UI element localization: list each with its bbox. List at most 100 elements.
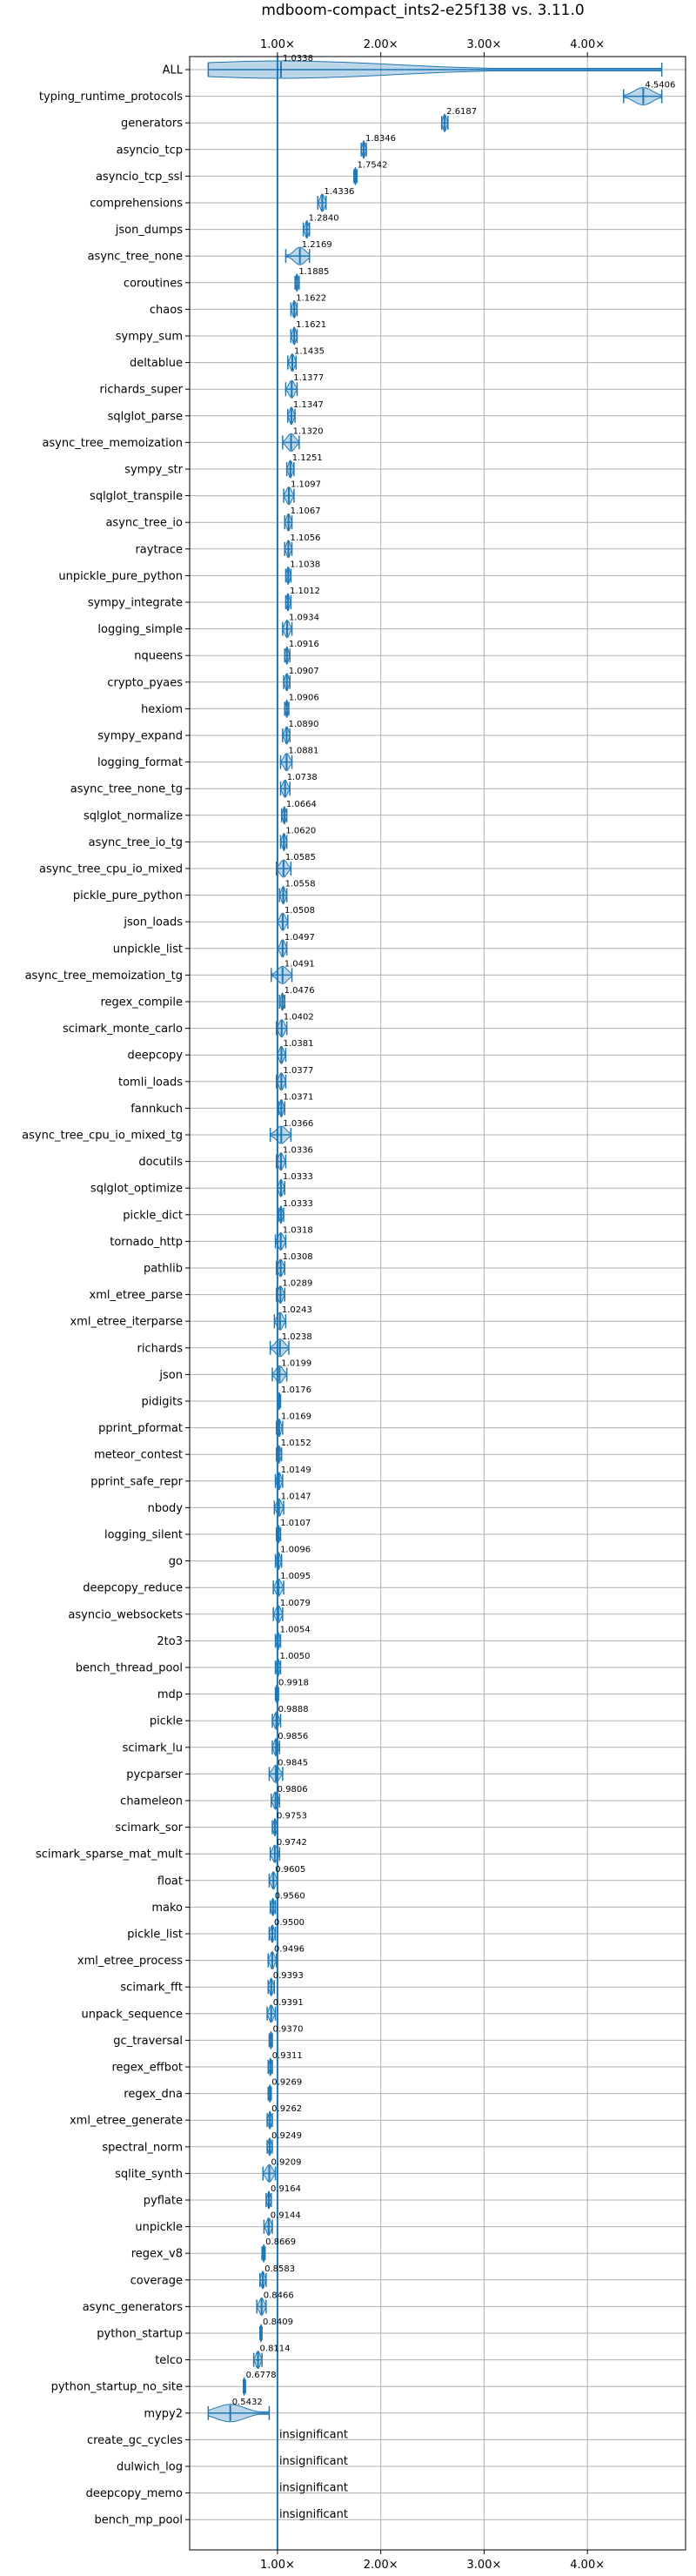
value-label: 1.0476 (284, 986, 315, 996)
value-label: 1.0738 (287, 773, 318, 782)
value-label: 1.7542 (357, 160, 387, 170)
benchmark-label: pickle_list (127, 1929, 183, 1942)
benchmark-label: ALL (163, 64, 184, 77)
benchmark-label: scimark_lu (123, 1741, 183, 1754)
value-label: 1.0333 (283, 1199, 313, 1209)
value-label: 4.5406 (645, 81, 675, 91)
benchmark-label: sympy_sum (116, 331, 183, 344)
benchmark-label: bench_thread_pool (76, 1662, 183, 1675)
benchmark-label: raytrace (135, 543, 183, 556)
value-label: 0.9560 (275, 1891, 305, 1901)
value-label: 1.0199 (281, 1358, 311, 1368)
value-label: 0.9500 (274, 1918, 304, 1928)
benchmark-label: scimark_monte_carlo (63, 1023, 183, 1036)
value-label: 1.0381 (283, 1039, 313, 1049)
benchmark-label: asyncio_tcp_ssl (96, 171, 183, 184)
chart-title: mdboom-compact_ints2-e25f138 vs. 3.11.0 (261, 2, 584, 19)
value-label: 1.0620 (285, 826, 316, 835)
value-label: 0.9605 (275, 1865, 305, 1875)
benchmark-label: typing_runtime_protocols (39, 91, 183, 104)
benchmark-label: float (157, 1875, 183, 1888)
benchmark-label: python_startup_no_site (51, 2381, 183, 2394)
value-label: 1.0916 (289, 640, 319, 649)
benchmark-label: json (158, 1369, 183, 1382)
benchmark-label: nbody (148, 1502, 184, 1515)
value-label: 1.1251 (292, 453, 323, 463)
benchmark-label: mdp (157, 1688, 183, 1701)
value-label: 1.0377 (283, 1066, 313, 1076)
value-label: 1.4336 (324, 187, 354, 197)
value-label: 0.8583 (264, 2264, 295, 2274)
value-label: 0.8466 (264, 2291, 294, 2300)
benchmark-label: xml_etree_generate (70, 2115, 183, 2128)
value-label: 1.1622 (296, 293, 326, 303)
insignificant-label: insignificant (279, 2482, 348, 2495)
benchmark-label: async_tree_io_tg (89, 836, 183, 849)
x-tick-label-top: 2.00× (364, 38, 398, 51)
benchmark-label: pickle (150, 1715, 183, 1728)
benchmark-label: unpickle (135, 2221, 183, 2234)
value-label: 2.6187 (446, 107, 477, 117)
value-label: 0.9269 (271, 2078, 302, 2088)
benchmark-label: mypy2 (144, 2407, 183, 2420)
value-label: 1.1320 (293, 426, 324, 436)
value-label: 0.9888 (278, 1705, 309, 1714)
benchmark-label: pprint_pformat (98, 1422, 183, 1435)
benchmark-label: meteor_contest (94, 1449, 183, 1462)
value-label: 1.0107 (280, 1519, 311, 1528)
value-label: 0.6778 (246, 2371, 277, 2380)
value-label: 1.0934 (289, 614, 319, 623)
benchmark-label: sympy_expand (97, 730, 183, 743)
value-label: 1.0890 (289, 720, 319, 729)
benchmark-label: sqlglot_parse (108, 410, 183, 423)
benchmark-label: xml_etree_process (77, 1955, 183, 1968)
value-label: 1.2840 (309, 214, 339, 224)
value-label: 0.5432 (232, 2398, 263, 2407)
value-label: 1.0371 (283, 1092, 313, 1102)
benchmark-label: pathlib (144, 1263, 183, 1276)
value-label: 0.9856 (278, 1732, 308, 1741)
value-label: 1.0289 (282, 1279, 312, 1289)
benchmark-label: deepcopy_reduce (83, 1582, 183, 1595)
value-label: 1.0147 (281, 1492, 311, 1501)
value-label: 1.8346 (365, 134, 396, 144)
benchmark-label: sqlite_synth (115, 2168, 183, 2181)
benchmark-label: xml_etree_parse (90, 1289, 183, 1302)
value-label: 0.9262 (271, 2104, 302, 2114)
value-label: 1.0508 (284, 906, 315, 916)
value-label: 1.2169 (302, 240, 332, 250)
benchmark-label: logging_silent (104, 1529, 183, 1542)
benchmark-label: deltablue (130, 357, 183, 370)
value-label: 1.0238 (282, 1332, 312, 1342)
value-label: 1.1377 (293, 373, 324, 383)
value-label: 1.0881 (288, 747, 318, 756)
benchmark-label: async_tree_cpu_io_mixed (39, 863, 183, 876)
insignificant-label: insignificant (279, 2428, 348, 2441)
value-label: 0.8409 (263, 2318, 293, 2327)
value-labels: 1.0338 4.5406 2.6187 1.8346 1.7542 1.4336 1.28… (232, 54, 676, 2521)
value-label: 1.1012 (290, 587, 320, 596)
value-label: 1.0336 (283, 1146, 313, 1156)
value-label: 0.9164 (271, 2184, 301, 2194)
benchmark-label: async_tree_none_tg (70, 783, 183, 796)
value-label: 1.0152 (281, 1439, 311, 1448)
benchmark-label: asyncio_tcp (117, 144, 183, 157)
plot-frame (189, 56, 686, 2551)
value-label: 1.0338 (283, 54, 313, 64)
benchmark-label: hexiom (141, 703, 183, 716)
benchmark-label: coroutines (124, 277, 183, 290)
value-label: 1.1056 (290, 533, 320, 543)
value-label: 0.9391 (273, 1998, 304, 2008)
benchmark-label: fannkuch (130, 1103, 183, 1116)
benchmark-label: telco (155, 2354, 183, 2367)
grid (190, 57, 686, 2550)
value-label: 1.0095 (280, 1572, 311, 1581)
benchmark-label: async_tree_none (88, 251, 183, 264)
value-label: 0.9742 (277, 1838, 307, 1848)
benchmark-label: generators (121, 117, 183, 131)
benchmark-label: sqlglot_optimize (90, 1183, 183, 1196)
value-label: 1.0333 (283, 1172, 313, 1182)
benchmark-label: regex_dna (124, 2088, 183, 2101)
value-label: 1.1885 (298, 267, 329, 277)
benchmark-label: pyflate (144, 2195, 183, 2208)
